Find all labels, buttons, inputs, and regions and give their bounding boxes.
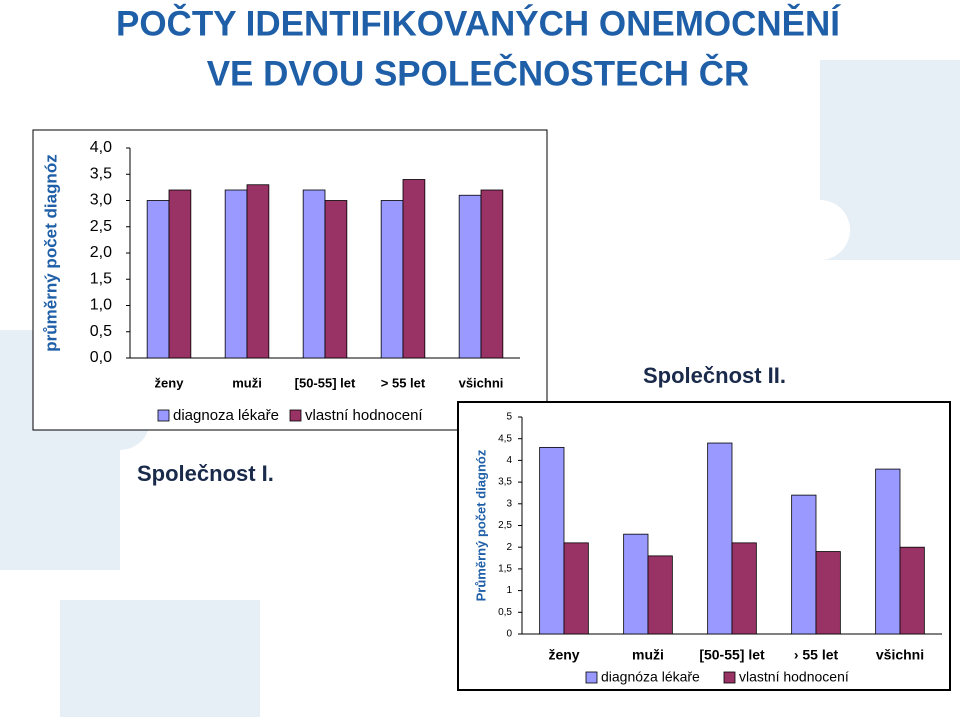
y-tick-label: 1,5 [498,564,512,575]
y-tick-label: 2,5 [90,218,112,235]
y-axis-label: Průměrný počet diagnóz [473,449,488,601]
bar [875,468,901,635]
x-tick-label: muži [232,375,262,390]
x-tick-label: [50-55] let [295,375,356,390]
bar [168,189,192,359]
y-tick-label: 4,5 [498,433,512,444]
bar [246,184,270,359]
y-tick-label: 0,5 [90,323,112,340]
bar [647,555,673,635]
y-tick-label: 2,0 [90,244,112,261]
bar [623,533,649,635]
slide-title: POČTY IDENTIFIKOVANÝCH ONEMOCNĚNÍ [116,3,841,43]
y-tick-label: 4,0 [90,139,112,156]
legend-label: diagnoza lékaře [173,407,279,424]
bar [707,442,733,635]
x-tick-label: [50-55] let [699,647,765,663]
y-tick-label: 2,5 [498,520,512,531]
y-tick-label: 0,5 [498,607,512,618]
y-tick-label: 4 [506,455,512,466]
bar [539,446,565,635]
bar [224,189,248,359]
legend-swatch [157,409,170,422]
y-tick-label: 2 [506,542,512,553]
y-tick-label: 3,0 [90,192,112,209]
legend-swatch [585,671,598,684]
legend-label: diagnóza lékaře [601,669,700,685]
bar [899,546,925,635]
y-tick-label: 3 [506,498,512,509]
chart-caption: Společnost I. [137,461,274,486]
y-tick-label: 0,0 [90,349,112,366]
bar [791,494,817,635]
bar [402,179,426,359]
y-axis-label: průměrný počet diagnóz [41,154,60,351]
x-tick-label: ženy [155,375,185,390]
bar [458,194,482,359]
y-tick-label: 1,0 [90,297,112,314]
x-tick-label: muži [632,647,664,663]
legend-swatch [723,671,736,684]
y-tick-label: 1 [506,585,512,596]
legend-swatch [289,409,302,422]
x-tick-label: ženy [548,647,579,663]
bar [302,189,326,359]
y-tick-label: 1,5 [90,270,112,287]
bar [815,551,841,635]
y-tick-label: 5 [506,412,512,423]
bar [563,542,589,635]
x-tick-label: > 55 let [381,375,426,390]
x-tick-label: všichni [876,647,924,663]
bar [324,200,348,359]
slide-title: VE DVOU SPOLEČNOSTECH ČR [207,53,750,93]
legend-label: vlastní hodnocení [305,407,423,424]
legend-label: vlastní hodnocení [739,669,849,685]
x-tick-label: všichni [459,375,504,390]
bar [480,189,504,359]
bar [146,200,170,359]
y-tick-label: 0 [506,629,512,640]
chart-caption: Společnost II. [643,363,786,388]
y-tick-label: 3,5 [90,165,112,182]
bar [380,200,404,359]
y-tick-label: 3,5 [498,477,512,488]
x-tick-label: › 55 let [794,647,839,663]
bar [731,542,757,635]
